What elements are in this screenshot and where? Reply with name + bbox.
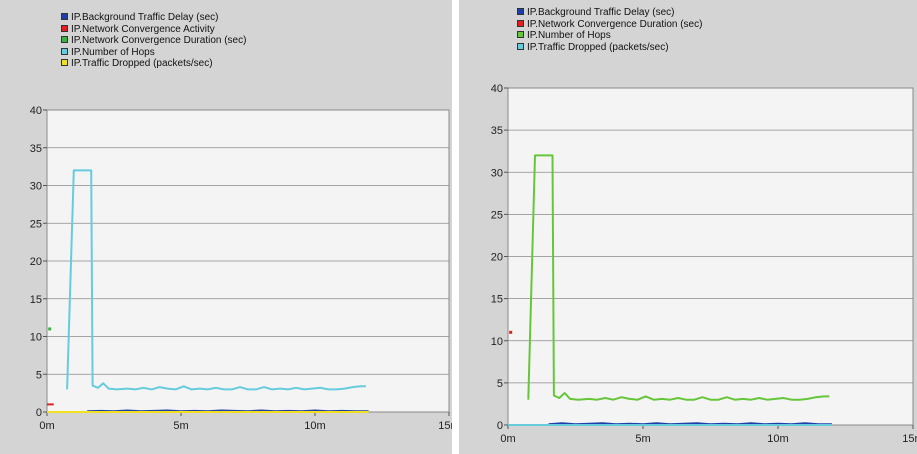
- series-point-ip-network-convergence-duration-sec: [509, 330, 513, 334]
- y-tick-label: 20: [30, 256, 42, 268]
- line-chart-left: 0 5 10 15 20 25 30 35 40 0m 5m 10m 15m: [30, 105, 452, 432]
- legend-label: IP.Network Convergence Duration (sec): [527, 18, 703, 30]
- legend-label: IP.Network Convergence Activity: [71, 23, 215, 35]
- y-tick-label: 15: [491, 294, 503, 306]
- legend-label: IP.Background Traffic Delay (sec): [71, 12, 219, 23]
- chart-panel-right: 0 5 10 15 20 25 30 35 40 0m 5m 10m 15m IP.Background…: [459, 0, 917, 454]
- x-tick-label: 5m: [173, 420, 188, 432]
- legend-right: IP.Background Traffic Delay (sec) IP.Netw…: [517, 7, 702, 53]
- legend-left: IP.Background Traffic Delay (sec) IP.Netw…: [61, 12, 246, 70]
- legend-swatch: [61, 59, 68, 66]
- y-tick-label: 40: [491, 83, 503, 95]
- y-tick-label: 40: [30, 105, 42, 117]
- y-tick-label: 35: [30, 143, 42, 155]
- legend-item: IP.Traffic Dropped (packets/sec): [61, 58, 246, 70]
- legend-label: IP.Number of Hops: [527, 30, 611, 41]
- y-tick-label: 30: [30, 181, 42, 193]
- y-tick-label: 0: [497, 420, 503, 432]
- legend-swatch: [517, 42, 524, 50]
- line-chart-right: 0 5 10 15 20 25 30 35 40 0m 5m 10m 15m: [491, 83, 917, 445]
- y-tick-label: 20: [491, 252, 503, 264]
- legend-swatch: [61, 47, 68, 55]
- legend-swatch: [61, 36, 68, 43]
- y-tick-label: 10: [491, 336, 503, 348]
- y-tick-label: 0: [36, 407, 42, 419]
- legend-swatch: [517, 19, 524, 27]
- legend-label: IP.Traffic Dropped (packets/sec): [527, 41, 669, 53]
- legend-label: IP.Number of Hops: [71, 46, 155, 58]
- series-point-ip-network-convergence-duration-sec: [48, 327, 52, 331]
- series-line-ip-background-traffic-delay-sec: [548, 422, 832, 426]
- series-line-ip-number-of-hops: [527, 154, 830, 401]
- y-tick-label: 30: [491, 167, 503, 179]
- legend-swatch: [517, 31, 524, 38]
- y-tick-label: 35: [491, 125, 503, 137]
- legend-item: IP.Network Convergence Duration (sec): [517, 19, 702, 31]
- legend-item: IP.Number of Hops: [61, 47, 246, 59]
- legend-swatch: [517, 8, 524, 15]
- x-tick-label: 15m: [438, 420, 452, 432]
- series-line-ip-number-of-hops: [66, 169, 366, 391]
- y-tick-label: 10: [30, 332, 42, 344]
- legend-label: IP.Traffic Dropped (packets/sec): [71, 58, 213, 69]
- y-tick-label: 5: [497, 378, 503, 390]
- y-tick-label: 25: [491, 209, 503, 221]
- chart-panel-left: 0 5 10 15 20 25 30 35 40 0m 5m 10m 15m IP.Background…: [0, 0, 452, 454]
- y-tick-label: 15: [30, 294, 42, 306]
- legend-swatch: [61, 13, 68, 20]
- legend-item: IP.Network Convergence Activity: [61, 24, 246, 36]
- legend-item: IP.Network Convergence Duration (sec): [61, 35, 246, 47]
- legend-item: IP.Number of Hops: [517, 30, 702, 42]
- x-tick-label: 5m: [635, 433, 650, 445]
- series-line-ip-background-traffic-delay-sec: [87, 409, 369, 413]
- x-tick-label: 0m: [39, 420, 54, 432]
- x-tick-label: 15m: [902, 433, 917, 445]
- y-tick-label: 25: [30, 218, 42, 230]
- legend-item: IP.Background Traffic Delay (sec): [61, 12, 246, 24]
- x-tick-label: 0m: [500, 433, 515, 445]
- legend-label: IP.Network Convergence Duration (sec): [71, 35, 247, 46]
- legend-item: IP.Traffic Dropped (packets/sec): [517, 42, 702, 54]
- x-tick-label: 10m: [767, 433, 788, 445]
- legend-label: IP.Background Traffic Delay (sec): [527, 7, 675, 18]
- y-tick-label: 5: [36, 369, 42, 381]
- x-tick-label: 10m: [304, 420, 325, 432]
- legend-swatch: [61, 24, 68, 32]
- legend-item: IP.Background Traffic Delay (sec): [517, 7, 702, 19]
